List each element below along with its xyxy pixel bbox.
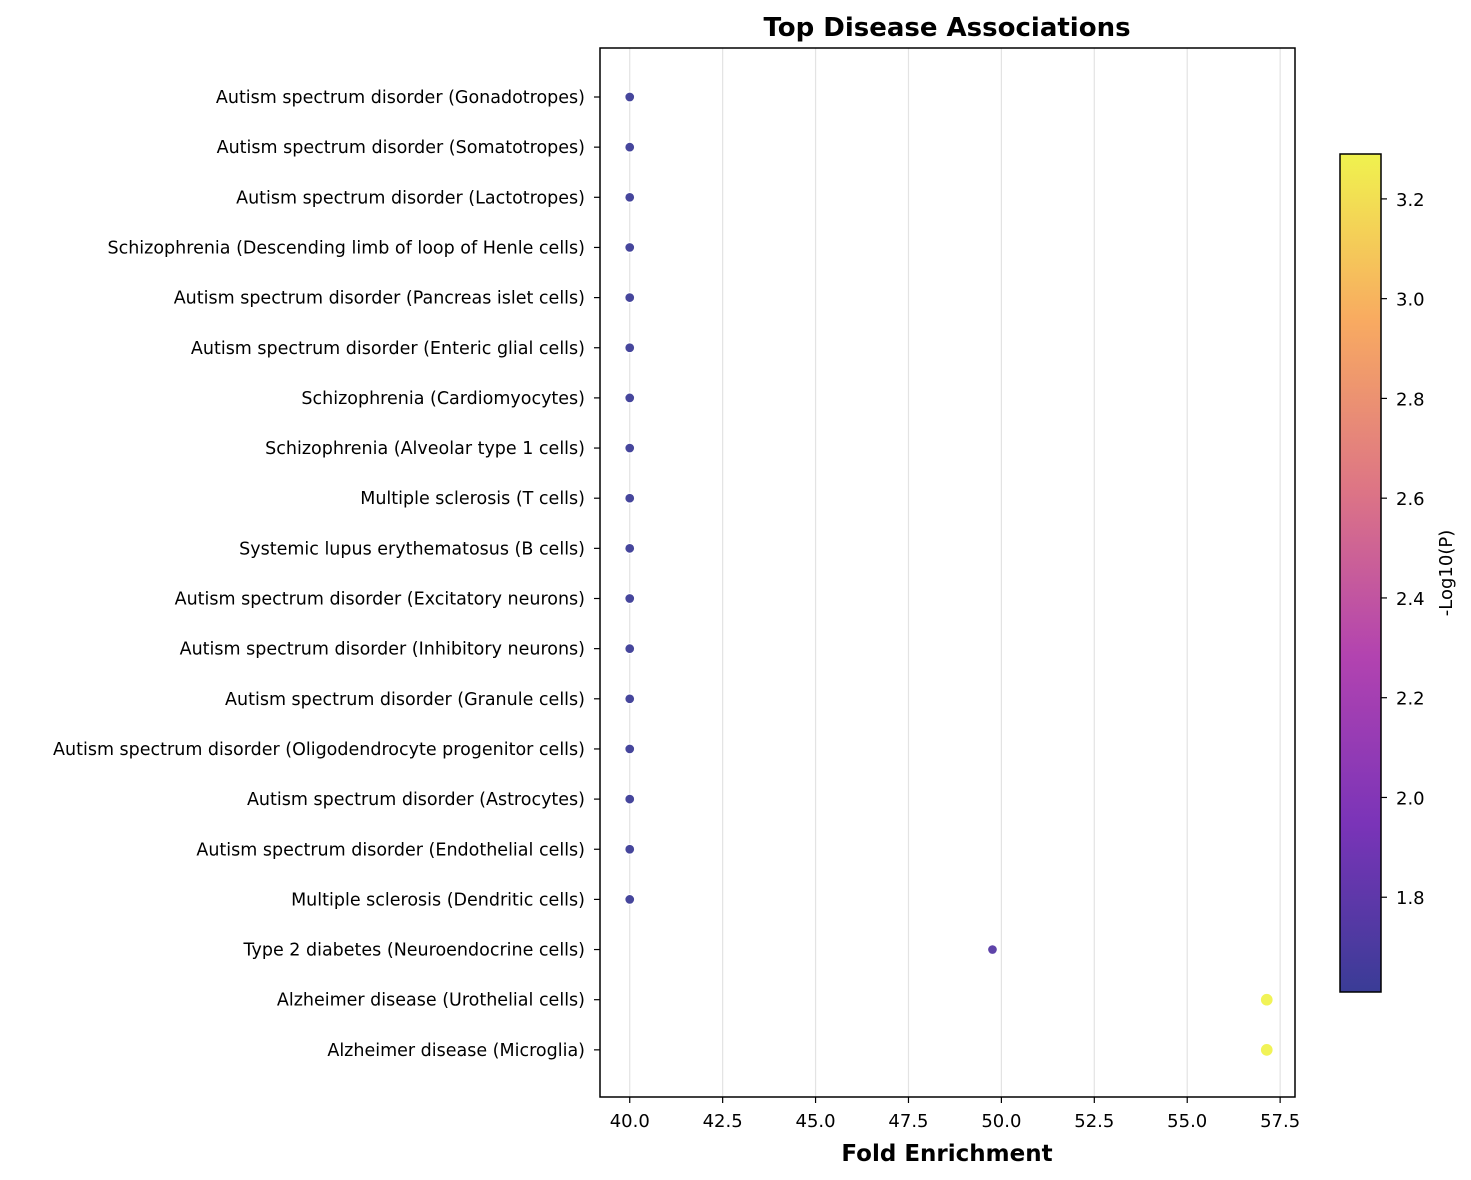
colorbar-tick-label: 3.0 (1396, 290, 1425, 311)
y-tick-label: Autism spectrum disorder (Excitatory neu… (175, 590, 585, 610)
data-point (624, 91, 636, 103)
y-tick-label: Autism spectrum disorder (Astrocytes) (247, 790, 585, 810)
y-tick-label: Autism spectrum disorder (Oligodendrocyt… (53, 740, 585, 760)
colorbar-tick-label: 2.4 (1396, 589, 1425, 610)
x-tick-label: 42.5 (703, 1111, 743, 1132)
data-point (624, 141, 636, 153)
data-point (1259, 992, 1274, 1007)
y-tick-label: Autism spectrum disorder (Gonadotropes) (216, 88, 585, 108)
colorbar-tick-label: 2.8 (1396, 389, 1425, 410)
y-tick-label: Autism spectrum disorder (Enteric glial … (191, 339, 585, 359)
chart-title: Top Disease Associations (763, 13, 1130, 43)
x-axis: 40.0 42.5 45.0 47.5 50.0 52.5 55.0 57.5 (610, 1097, 1300, 1132)
data-point (624, 893, 636, 906)
data-point (624, 592, 636, 605)
y-tick-label: Alzheimer disease (Urothelial cells) (277, 991, 585, 1011)
x-tick-label: 40.0 (610, 1111, 650, 1132)
x-axis-label: Fold Enrichment (841, 1141, 1052, 1167)
y-tick-label: Multiple sclerosis (Dendritic cells) (291, 890, 585, 910)
y-tick-label: Type 2 diabetes (Neuroendocrine cells) (243, 941, 585, 961)
data-point (986, 943, 999, 956)
data-point (624, 241, 636, 254)
colorbar-label: -Log10(P) (1436, 530, 1457, 616)
data-point (624, 693, 636, 705)
data-point (624, 843, 636, 855)
colorbar-tick-label: 2.2 (1396, 689, 1425, 710)
colorbar-axis: 1.8 2.0 2.2 2.4 2.6 2.8 3.0 3.2 (1381, 190, 1425, 909)
colorbar (1339, 153, 1382, 993)
x-tick-label: 57.5 (1260, 1111, 1300, 1132)
y-tick-label: Autism spectrum disorder (Lactotropes) (236, 188, 585, 208)
x-tick-label: 50.0 (981, 1111, 1021, 1132)
data-point (624, 492, 636, 504)
data-point (1259, 1042, 1274, 1057)
y-tick-label: Alzheimer disease (Microglia) (327, 1041, 585, 1061)
y-tick-label: Schizophrenia (Descending limb of loop o… (107, 238, 585, 258)
data-point (624, 191, 636, 203)
x-tick-label: 52.5 (1074, 1111, 1114, 1132)
y-tick-label: Multiple sclerosis (T cells) (360, 489, 585, 509)
x-gridlines (629, 48, 1281, 1097)
colorbar-tick-label: 1.8 (1396, 888, 1425, 909)
y-tick-label: Systemic lupus erythematosus (B cells) (239, 539, 585, 559)
y-axis: Autism spectrum disorder (Gonadotropes) A… (53, 88, 600, 1061)
y-tick-label: Autism spectrum disorder (Pancreas islet… (174, 289, 585, 309)
x-tick-label: 47.5 (888, 1111, 928, 1132)
data-point (624, 542, 636, 554)
data-point (624, 743, 636, 755)
y-tick-label: Autism spectrum disorder (Endothelial ce… (196, 840, 585, 860)
data-point (624, 291, 636, 304)
data-point (624, 342, 636, 354)
x-tick-label: 45.0 (796, 1111, 836, 1132)
data-point (624, 392, 636, 404)
scatter-points (624, 91, 1274, 1057)
data-point (624, 793, 636, 805)
y-tick-label: Autism spectrum disorder (Inhibitory neu… (180, 640, 585, 660)
x-tick-label: 55.0 (1167, 1111, 1207, 1132)
colorbar-tick-label: 3.2 (1396, 190, 1425, 211)
y-tick-label: Schizophrenia (Alveolar type 1 cells) (265, 439, 585, 459)
data-point (624, 442, 636, 454)
data-point (624, 643, 636, 655)
colorbar-tick-label: 2.6 (1396, 489, 1425, 510)
colorbar-tick-label: 2.0 (1396, 788, 1425, 809)
y-tick-label: Autism spectrum disorder (Granule cells) (225, 690, 585, 710)
y-tick-label: Schizophrenia (Cardiomyocytes) (301, 389, 585, 409)
y-tick-label: Autism spectrum disorder (Somatotropes) (217, 138, 585, 158)
plot-frame (599, 47, 1296, 1098)
